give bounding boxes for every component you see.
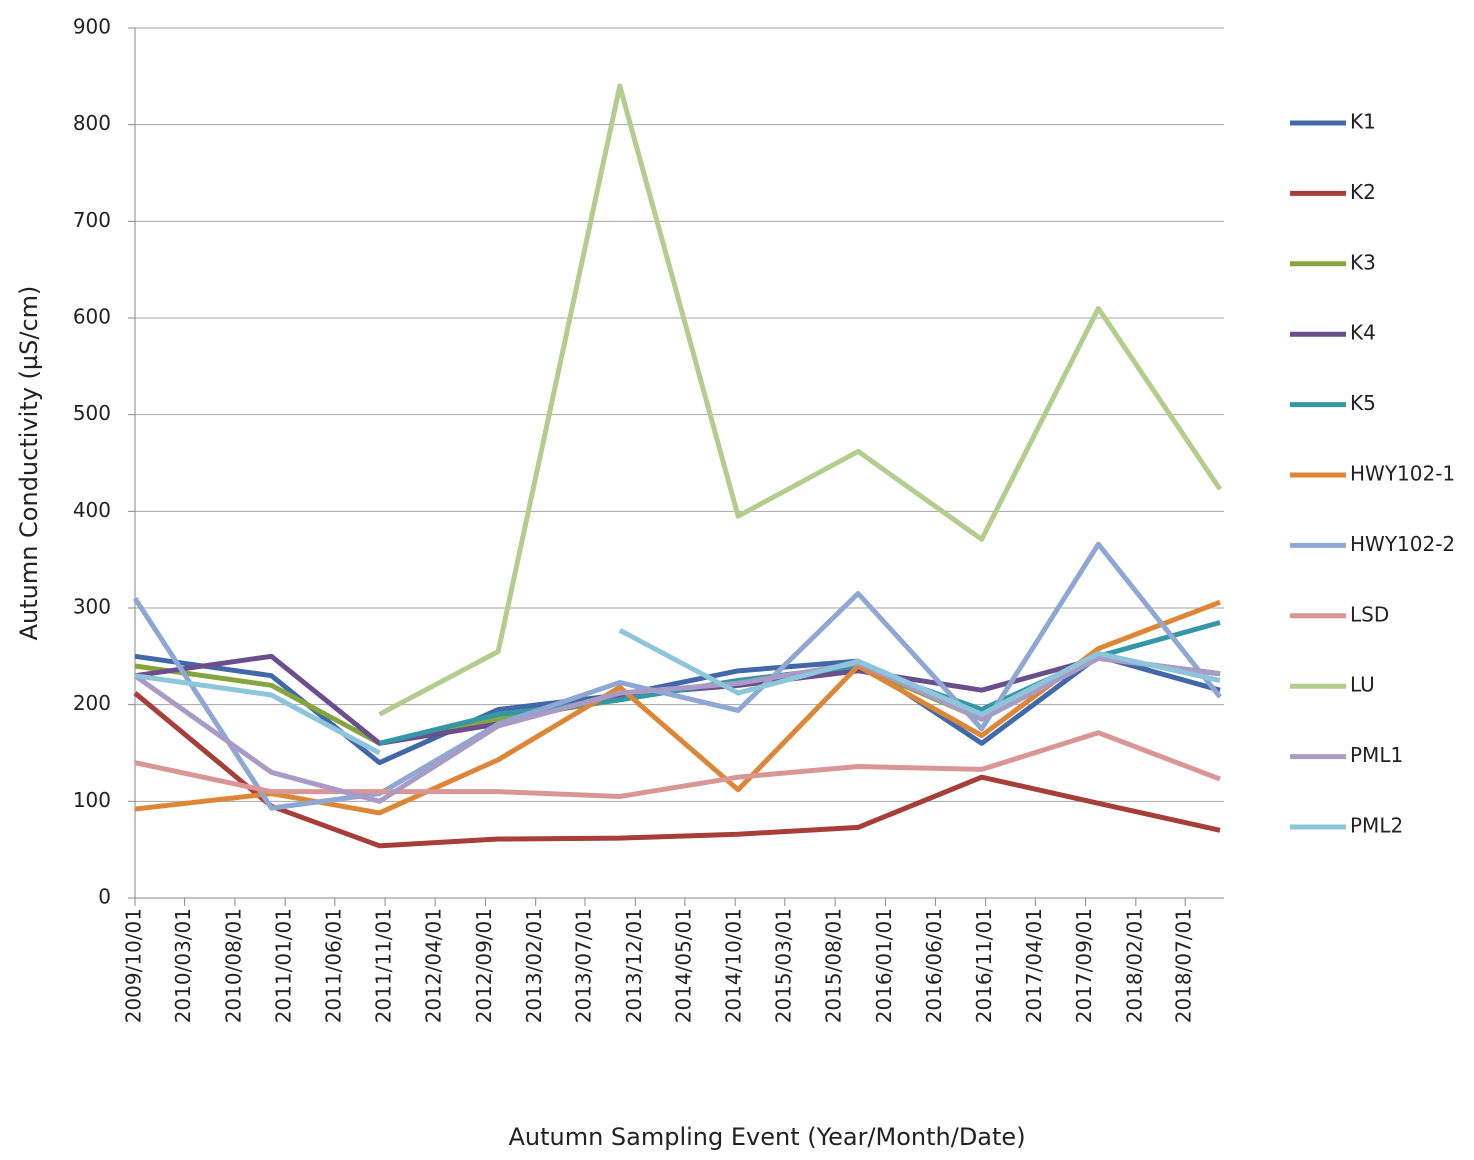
legend-label: K3 xyxy=(1350,250,1376,274)
x-tick-label: 2010/08/01 xyxy=(221,908,245,1023)
line xyxy=(378,83,1223,717)
x-tick-label: 2010/03/01 xyxy=(171,908,195,1023)
legend-label: HWY102-2 xyxy=(1350,532,1455,556)
x-tick-label: 2011/01/01 xyxy=(272,908,296,1023)
x-tick-label: 2017/09/01 xyxy=(1072,908,1096,1023)
legend-label: LSD xyxy=(1350,602,1389,626)
x-tick-label: 2011/11/01 xyxy=(372,908,396,1023)
x-tick-label: 2013/07/01 xyxy=(571,908,595,1023)
y-tick-label: 100 xyxy=(73,788,111,812)
line xyxy=(133,655,1221,804)
y-tick-label: 300 xyxy=(73,595,111,619)
x-tick-label: 2015/08/01 xyxy=(822,908,846,1023)
legend-label: K5 xyxy=(1350,391,1376,415)
line xyxy=(134,653,1221,766)
x-tick-label: 2016/06/01 xyxy=(922,908,946,1023)
x-axis-title: Autumn Sampling Event (Year/Month/Date) xyxy=(508,1123,1025,1151)
x-tick-label: 2016/01/01 xyxy=(872,908,896,1023)
x-tick-label: 2014/10/01 xyxy=(722,908,746,1023)
y-tick-label: 800 xyxy=(73,111,111,135)
x-tick-label: 2012/09/01 xyxy=(472,908,496,1023)
y-axis-title: Autumn Conductivity (µS/cm) xyxy=(15,286,43,641)
x-tick-label: 2016/11/01 xyxy=(972,908,996,1023)
x-tick-label: 2011/06/01 xyxy=(321,908,345,1023)
legend-label: PML2 xyxy=(1350,814,1403,838)
x-tick-label: 2012/04/01 xyxy=(422,908,446,1023)
legend-label: PML1 xyxy=(1350,743,1403,767)
y-tick-label: 200 xyxy=(73,691,111,715)
legend-label: K1 xyxy=(1350,110,1376,134)
line xyxy=(134,730,1221,799)
legend-label: LU xyxy=(1350,673,1375,697)
x-tick-label: 2013/12/01 xyxy=(622,908,646,1023)
x-tick-label: 2015/03/01 xyxy=(771,908,795,1023)
y-tick-label: 900 xyxy=(73,15,111,39)
x-tick-label: 2009/10/01 xyxy=(122,908,146,1023)
x-tick-label: 2014/05/01 xyxy=(671,908,695,1023)
x-tick-label: 2018/02/01 xyxy=(1122,908,1146,1023)
x-tick-label: 2018/07/01 xyxy=(1172,908,1196,1023)
y-tick-label: 400 xyxy=(73,498,111,522)
line xyxy=(133,691,1221,849)
x-tick-label: 2013/02/01 xyxy=(522,908,546,1023)
line xyxy=(132,541,1222,811)
legend-label: K4 xyxy=(1350,321,1376,345)
line xyxy=(134,628,1221,756)
y-tick-label: 700 xyxy=(73,208,111,232)
y-tick-label: 600 xyxy=(73,305,111,329)
y-tick-label: 0 xyxy=(98,885,111,909)
legend-label: HWY102-1 xyxy=(1350,462,1455,486)
x-tick-label: 2017/04/01 xyxy=(1022,908,1046,1023)
y-tick-label: 500 xyxy=(73,401,111,425)
legend-label: K2 xyxy=(1350,180,1376,204)
